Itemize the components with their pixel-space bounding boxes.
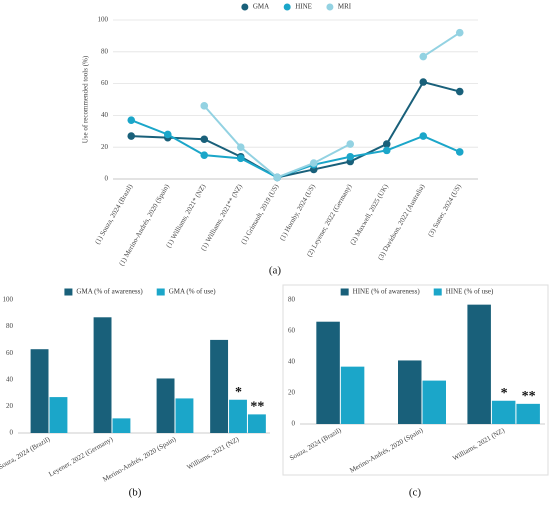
bar — [49, 397, 68, 433]
y-tick-label: 80 — [101, 47, 109, 55]
y-tick-label: 0 — [292, 420, 296, 428]
y-tick-label: 40 — [6, 375, 14, 383]
bar — [316, 321, 340, 424]
legend: HINE (% of awareness) HINE (% of use) — [340, 288, 494, 296]
x-tick-label: (2) Maxwell, 2025 (UK) — [349, 182, 391, 246]
y-tick-label: 20 — [6, 402, 14, 410]
legend-marker — [241, 3, 249, 11]
panel-label: (b) — [129, 487, 142, 499]
marker — [419, 52, 428, 61]
x-tick-label: Souza, 2024 (Brazil) — [0, 435, 52, 471]
bar — [516, 403, 540, 424]
x-tick-label: (1) Souza, 2024 (Brazil) — [93, 182, 134, 245]
annotation: * — [501, 386, 508, 401]
chart: (c) 0 20 40 60 80 Souza, 2024 (Brazil) Merino-A… — [288, 288, 545, 499]
legend-label: HINE — [295, 3, 312, 11]
bar — [491, 400, 516, 424]
line — [130, 119, 461, 179]
marker — [127, 116, 136, 124]
marker — [346, 140, 355, 148]
legend-marker — [64, 288, 73, 296]
marker — [163, 130, 172, 139]
x-tick-label: (1) Williams, 2021** (NZ) — [199, 182, 244, 252]
y-axis-label: Use of recommended tools (%) — [82, 55, 90, 143]
y-tick-label: 100 — [98, 16, 109, 24]
marker — [127, 132, 136, 140]
marker — [455, 28, 464, 37]
legend-label: HINE (% of awareness) — [353, 288, 421, 296]
x-tick-label: Leyener, 2022 (Germany) — [47, 435, 114, 479]
marker — [273, 173, 282, 182]
marker — [419, 78, 428, 86]
panel-label: (a) — [269, 265, 282, 277]
legend-marker — [156, 288, 165, 296]
bar — [422, 380, 446, 424]
marker — [455, 87, 464, 96]
x-tick-label: Williams, 2021 (NZ) — [186, 435, 241, 472]
bar — [112, 418, 131, 433]
bar — [210, 339, 229, 433]
marker — [309, 159, 318, 167]
annotation: ** — [522, 389, 536, 404]
legend-marker — [433, 288, 442, 296]
legend-marker — [326, 3, 334, 11]
y-tick-label: 0 — [10, 429, 14, 437]
panel-frame — [282, 284, 549, 476]
legend-label: HINE (% of use) — [446, 288, 494, 296]
marker — [382, 146, 391, 155]
panel-label: (c) — [409, 487, 422, 499]
y-tick-label: 80 — [6, 322, 14, 330]
y-tick-label: 20 — [288, 389, 296, 397]
legend-label: MRI — [338, 3, 352, 11]
legend: GMA (% of awareness) GMA (% of use) — [64, 288, 216, 296]
marker — [200, 102, 209, 110]
line — [131, 80, 461, 179]
x-tick-label: Williams, 2021 (NZ) — [451, 426, 506, 463]
y-tick-label: 100 — [3, 296, 14, 304]
bar — [156, 378, 175, 433]
x-tick-label: Souza, 2024 (Brazil) — [288, 426, 343, 462]
legend-marker — [283, 3, 291, 11]
y-tick-label: 80 — [288, 296, 296, 304]
bar — [467, 304, 491, 424]
marker — [455, 148, 464, 156]
marker — [200, 135, 209, 144]
x-tick-label: Merino-Andrés, 2020 (Spain) — [348, 426, 424, 475]
marker — [236, 143, 245, 151]
y-tick-label: 60 — [288, 327, 296, 335]
bar — [93, 317, 112, 433]
chart: (a) 0 20 40 60 80 100 Use of recommended tools … — [82, 3, 478, 277]
x-tick-label: (1) Hornby, 2024 (US) — [278, 182, 317, 242]
y-tick-label: 40 — [288, 358, 296, 366]
y-tick-label: 0 — [105, 175, 109, 183]
marker — [382, 140, 391, 148]
y-tick-label: 20 — [101, 143, 109, 151]
marker — [419, 132, 428, 140]
y-tick-label: 40 — [101, 111, 109, 119]
bar — [30, 349, 49, 433]
bar — [247, 414, 266, 433]
legend-label: GMA (% of use) — [169, 288, 217, 296]
bar — [340, 366, 365, 424]
x-tick-label: (3) Sutter, 2024 (US) — [426, 182, 463, 238]
legend-label: GMA — [253, 3, 269, 11]
marker — [236, 154, 245, 163]
annotation: * — [235, 385, 242, 400]
y-tick-label: 60 — [101, 79, 109, 87]
legend-marker — [340, 288, 349, 296]
x-tick-label: (1) Grimault, 2019 (US) — [239, 182, 280, 246]
legend-label: GMA (% of awareness) — [76, 288, 143, 296]
chart: (b) 0 20 40 60 80 100 Souza, 2024 (Brazil)Leyen… — [0, 288, 270, 499]
marker — [200, 151, 209, 159]
bar — [229, 399, 247, 433]
y-tick-label: 60 — [6, 349, 14, 357]
legend: GMA HINE MRI — [241, 3, 352, 11]
bar — [175, 398, 194, 433]
marker — [346, 152, 355, 161]
annotation: ** — [250, 400, 264, 415]
x-tick-label: (1) Williams, 2021* (NZ) — [164, 182, 207, 249]
bar — [398, 360, 422, 424]
